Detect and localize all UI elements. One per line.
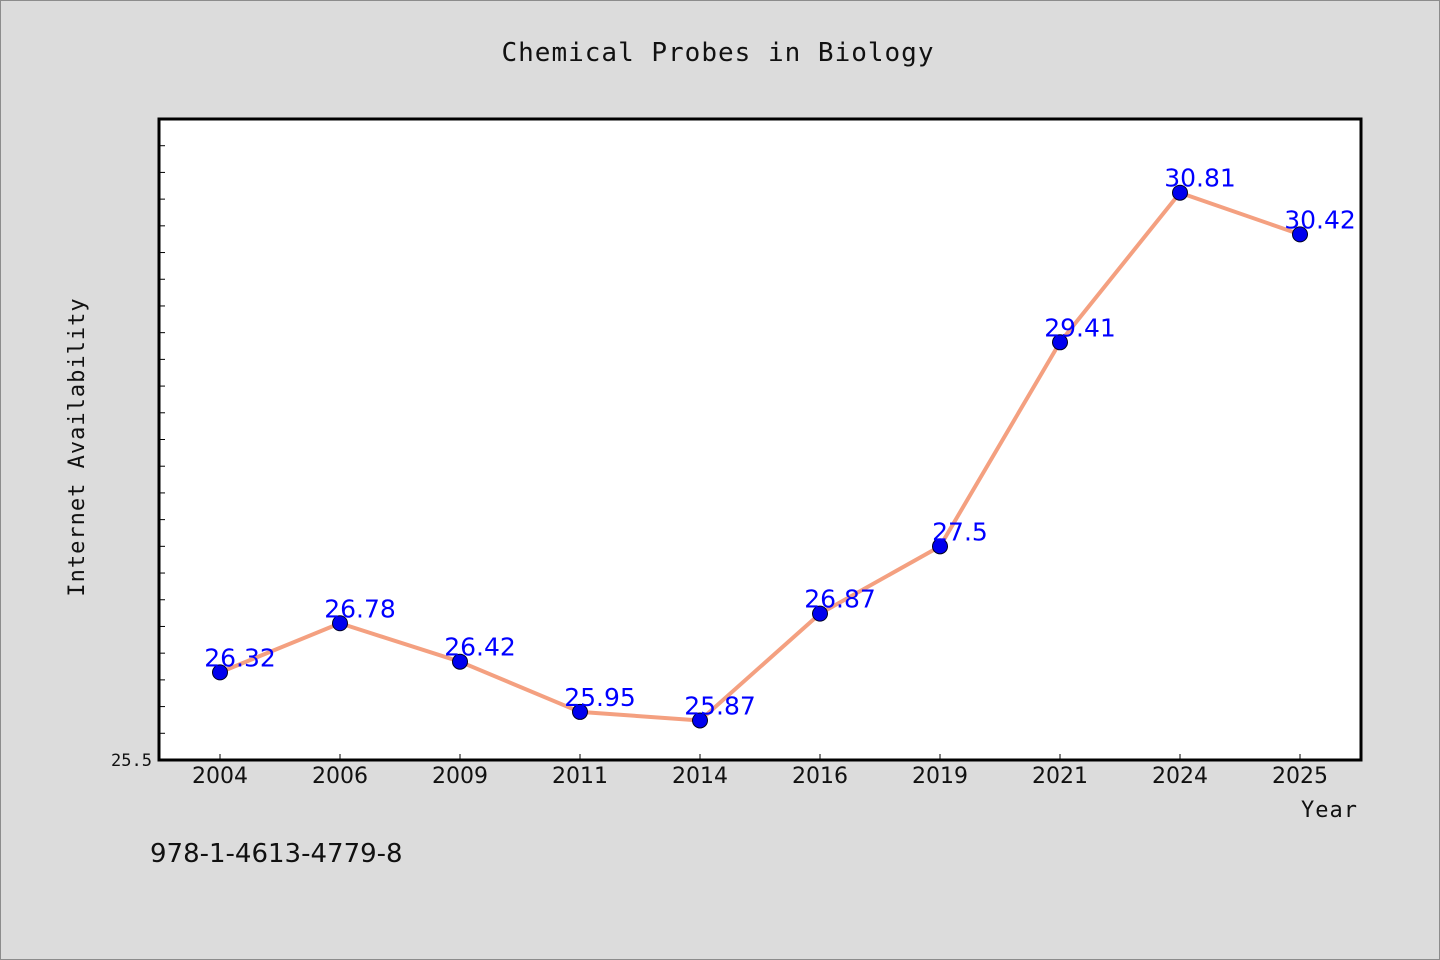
x-tick-label: 2024 bbox=[1152, 764, 1208, 789]
chart-title: Chemical Probes in Biology bbox=[502, 38, 935, 68]
x-axis-title: Year bbox=[1301, 798, 1358, 823]
x-tick-label: 2021 bbox=[1032, 764, 1088, 789]
x-tick-label: 2025 bbox=[1272, 764, 1328, 789]
y-tick-label: 25.5 bbox=[111, 751, 152, 771]
x-tick-label: 2014 bbox=[672, 764, 728, 789]
x-tick-label: 2019 bbox=[912, 764, 968, 789]
x-tick-label: 2006 bbox=[312, 764, 368, 789]
data-label: 27.5 bbox=[932, 517, 988, 546]
data-point bbox=[692, 712, 708, 729]
footer-code: 978-1-4613-4779-8 bbox=[150, 839, 403, 869]
data-point bbox=[572, 703, 588, 720]
data-label: 29.41 bbox=[1044, 313, 1116, 342]
data-point bbox=[212, 664, 228, 681]
series-line bbox=[218, 190, 1302, 723]
x-tick-label: 2016 bbox=[792, 764, 848, 789]
data-point bbox=[452, 653, 468, 670]
x-tick-label: 2009 bbox=[432, 764, 488, 789]
data-label: 26.32 bbox=[204, 643, 276, 672]
y-axis-title: Internet Availability bbox=[65, 297, 90, 596]
data-label: 30.81 bbox=[1164, 164, 1236, 193]
data-point bbox=[812, 605, 828, 622]
x-axis-ticks: 2004 2006 2009 2011 2014 2016 2019 2021 2024 2025 bbox=[192, 754, 1328, 789]
data-point bbox=[1292, 226, 1308, 243]
data-point bbox=[332, 615, 348, 632]
y-axis-ticks bbox=[159, 118, 165, 761]
data-label: 26.78 bbox=[324, 594, 396, 623]
data-label: 30.42 bbox=[1284, 205, 1356, 234]
data-point bbox=[932, 538, 948, 555]
data-label: 25.87 bbox=[684, 691, 756, 720]
series-layer: 26.32 26.78 26.42 25.95 25.87 26.87 27.5 29.41 3… bbox=[204, 164, 1356, 729]
x-tick-label: 2004 bbox=[192, 764, 248, 789]
data-point bbox=[1052, 334, 1068, 351]
data-label: 25.95 bbox=[564, 683, 636, 712]
plot-area bbox=[157, 117, 1363, 762]
data-point bbox=[1172, 184, 1188, 201]
data-label: 26.42 bbox=[444, 633, 516, 662]
data-label: 26.87 bbox=[804, 585, 876, 614]
x-tick-label: 2011 bbox=[552, 764, 608, 789]
